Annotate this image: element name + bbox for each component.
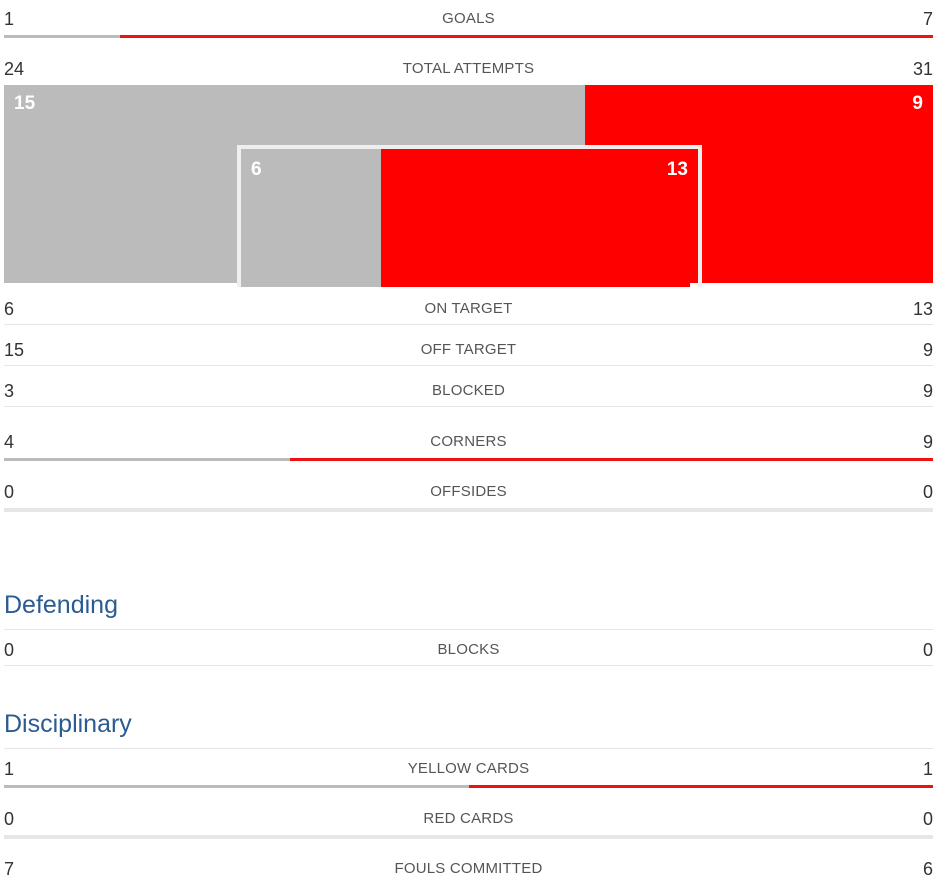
yellow-cards-bar: [4, 785, 933, 788]
total-attempts-home-value: 24: [4, 59, 25, 79]
divider: [4, 324, 933, 325]
fouls-committed-away-value: 6: [922, 859, 933, 879]
divider: [4, 748, 933, 749]
divider: [4, 406, 933, 407]
blocked-home-value: 3: [4, 381, 15, 401]
on-target-home-number: 6: [251, 159, 262, 180]
blocked-away-value: 9: [922, 381, 933, 401]
attempts-graphic: 15 9 6 13: [4, 85, 933, 287]
goal-frame: 6 13: [237, 145, 702, 287]
blocks-home-value: 0: [4, 640, 15, 660]
on-target-away-number: 13: [666, 159, 688, 180]
divider: [4, 365, 933, 366]
goals-home-value: 1: [4, 9, 15, 29]
corners-bar-home: [4, 458, 290, 461]
off-target-label: OFF TARGET: [420, 341, 517, 358]
yellow-cards-away-value: 1: [922, 759, 933, 779]
off-target-away-value: 9: [922, 340, 933, 360]
corners-label: CORNERS: [430, 433, 507, 450]
goals-bar-away: [120, 35, 933, 38]
corners-bar-away: [289, 458, 933, 461]
red-cards-home-value: 0: [4, 809, 15, 829]
goals-label: GOALS: [442, 10, 495, 27]
offsides-away-value: 0: [922, 482, 933, 502]
fouls-committed-home-value: 7: [4, 859, 15, 879]
total-attempts-away-value: 31: [912, 59, 933, 79]
divider: [4, 629, 933, 630]
total-attempts-label: TOTAL ATTEMPTS: [402, 60, 535, 77]
yellow-cards-bar-away: [468, 785, 933, 788]
yellow-cards-bar-home: [4, 785, 469, 788]
blocks-away-value: 0: [922, 640, 933, 660]
offsides-label: OFFSIDES: [430, 483, 507, 500]
divider: [4, 665, 933, 666]
on-target-label: ON TARGET: [424, 300, 513, 317]
offsides-home-value: 0: [4, 482, 15, 502]
fouls-committed-label: FOULS COMMITTED: [394, 860, 543, 877]
off-target-away-number: 9: [912, 93, 923, 114]
section-title-disciplinary: Disciplinary: [4, 710, 132, 738]
red-cards-away-value: 0: [922, 809, 933, 829]
off-target-home-value: 15: [4, 340, 25, 360]
on-target-away-area: [381, 149, 690, 287]
off-target-home-number: 15: [14, 93, 36, 114]
blocked-label: BLOCKED: [431, 382, 506, 399]
corners-bar: [4, 458, 933, 461]
on-target-home-value: 6: [4, 299, 15, 319]
yellow-cards-home-value: 1: [4, 759, 15, 779]
goals-bar: [4, 35, 933, 38]
corners-away-value: 9: [922, 432, 933, 452]
blocks-label: BLOCKS: [437, 641, 500, 658]
offsides-bar: [4, 508, 933, 512]
corners-home-value: 4: [4, 432, 15, 452]
yellow-cards-label: YELLOW CARDS: [407, 760, 530, 777]
goals-away-value: 7: [922, 9, 933, 29]
on-target-home-area: [241, 149, 381, 287]
section-title-defending: Defending: [4, 591, 118, 619]
red-cards-bar: [4, 835, 933, 839]
goals-bar-home: [4, 35, 121, 38]
red-cards-label: RED CARDS: [423, 810, 514, 827]
on-target-away-value: 13: [912, 299, 933, 319]
